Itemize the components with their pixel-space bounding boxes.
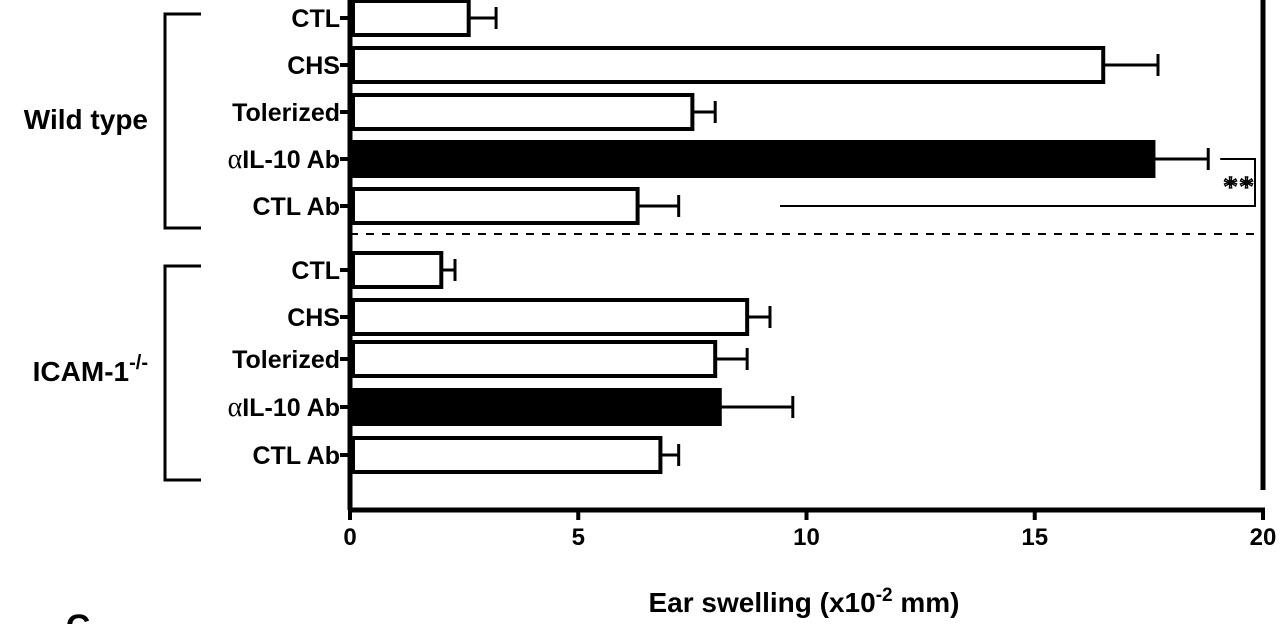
category-label: CTL — [291, 5, 340, 33]
category-label: CHS — [287, 52, 340, 80]
category-label: CTL Ab — [253, 442, 341, 470]
x-tick-label: 5 — [572, 524, 585, 551]
bar — [351, 251, 444, 289]
bar — [351, 140, 1156, 178]
category-label-text: CTL Ab — [253, 442, 341, 470]
x-tick-label: 15 — [1021, 524, 1048, 551]
category-label-text: Tolerized — [232, 346, 340, 374]
group-label: Wild type — [24, 104, 148, 135]
bar — [351, 340, 718, 378]
bar — [351, 46, 1106, 84]
group-label-superscript: -/- — [129, 352, 148, 374]
category-label-prefix: α — [228, 392, 243, 423]
group-label-text: Wild type — [24, 104, 148, 135]
group-label: ICAM-1-/- — [33, 352, 148, 387]
bar — [351, 298, 750, 336]
x-tick-label: 0 — [343, 524, 356, 551]
category-label-text: CHS — [287, 304, 340, 332]
category-label-text: CTL Ab — [253, 193, 341, 221]
bar — [351, 436, 663, 474]
bars-layer — [351, 0, 1210, 474]
category-label: Tolerized — [232, 99, 340, 127]
category-label-prefix: α — [228, 144, 243, 175]
category-label-text: CTL — [291, 5, 340, 33]
category-label: Tolerized — [232, 346, 340, 374]
x-tick-label: 10 — [793, 524, 820, 551]
category-label: CTL Ab — [253, 193, 341, 221]
x-axis-title: Ear swelling (x10-2 mm) — [648, 585, 959, 618]
x-axis-title-unit: mm) — [893, 587, 960, 618]
category-label-text: IL-10 Ab — [242, 146, 340, 174]
category-label-text: CTL — [291, 257, 340, 285]
panel-letter: C — [66, 608, 91, 624]
category-label: αIL-10 Ab — [228, 392, 340, 423]
group-bracket — [163, 12, 201, 230]
bar — [351, 0, 471, 37]
category-label: CHS — [287, 304, 340, 332]
x-axis-title-text: Ear swelling (x10 — [648, 587, 875, 618]
group-bracket — [163, 264, 201, 482]
significance-label: ** — [1223, 171, 1255, 204]
category-label-text: CHS — [287, 52, 340, 80]
x-axis: 0 5 10 15 20 — [340, 0, 1276, 551]
bar — [351, 187, 640, 225]
category-label-text: Tolerized — [232, 99, 340, 127]
category-label-text: IL-10 Ab — [242, 394, 340, 422]
category-label: αIL-10 Ab — [228, 144, 340, 175]
category-label: CTL — [291, 257, 340, 285]
x-tick-label: 20 — [1250, 524, 1277, 551]
bar — [351, 93, 695, 131]
significance-bracket — [780, 158, 1256, 207]
group-label-text: ICAM-1 — [33, 356, 129, 387]
bar — [351, 388, 722, 426]
x-axis-title-exponent: -2 — [876, 585, 893, 606]
